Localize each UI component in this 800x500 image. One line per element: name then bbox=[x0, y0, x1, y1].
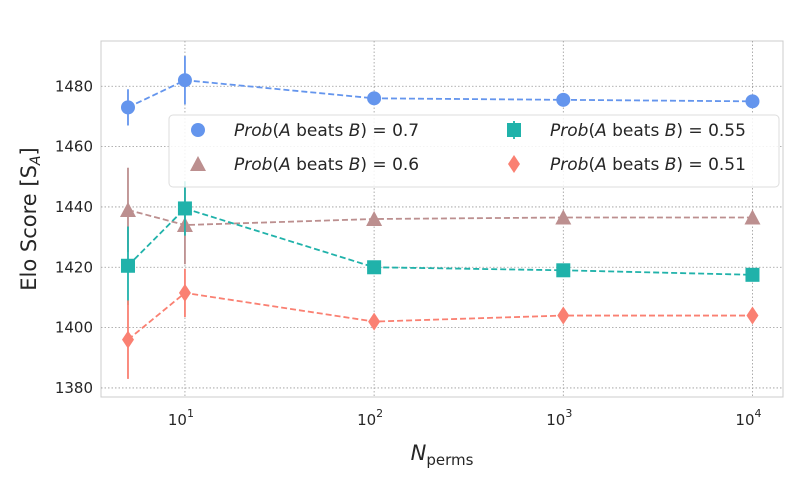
data-point bbox=[121, 330, 134, 349]
legend-entry: Prob(A beats B) = 0.55 bbox=[507, 121, 746, 141]
series-diamond bbox=[121, 268, 759, 379]
data-point bbox=[745, 94, 760, 109]
data-point bbox=[744, 209, 761, 225]
ticks: 101 102 103 104 1380 1400 1420 1440 1460 1480 bbox=[55, 77, 762, 429]
data-point bbox=[177, 73, 192, 88]
y-tick-label: 1380 bbox=[55, 379, 93, 397]
y-axis-label: Elo Score [SA] bbox=[17, 147, 44, 290]
x-tick-label: 101 bbox=[168, 407, 194, 429]
data-point bbox=[746, 306, 759, 325]
data-point bbox=[178, 283, 191, 302]
data-point bbox=[120, 258, 135, 273]
data-point bbox=[556, 263, 571, 278]
data-point bbox=[367, 91, 382, 106]
legend-label: Prob(A beats B) = 0.55 bbox=[550, 121, 746, 141]
data-point bbox=[557, 306, 570, 325]
legend-marker bbox=[191, 123, 205, 137]
data-point bbox=[368, 312, 381, 331]
data-point bbox=[120, 100, 135, 115]
data-point bbox=[177, 201, 192, 216]
legend-label: Prob(A beats B) = 0.51 bbox=[550, 155, 746, 175]
x-tick-label: 104 bbox=[735, 407, 761, 429]
series-square bbox=[120, 181, 760, 305]
legend-entry: Prob(A beats B) = 0.7 bbox=[191, 121, 419, 141]
legend-entry: Prob(A beats B) = 0.51 bbox=[508, 155, 746, 175]
data-point bbox=[119, 201, 136, 217]
x-tick-label: 103 bbox=[546, 407, 572, 429]
data-point bbox=[367, 260, 382, 275]
y-tick-label: 1400 bbox=[55, 319, 93, 337]
y-tick-label: 1440 bbox=[55, 198, 93, 216]
legend-label: Prob(A beats B) = 0.7 bbox=[234, 121, 419, 141]
legend-entry: Prob(A beats B) = 0.6 bbox=[190, 155, 419, 175]
x-tick-label: 102 bbox=[357, 407, 383, 429]
data-point bbox=[555, 209, 572, 225]
data-point bbox=[556, 92, 571, 107]
grid bbox=[101, 41, 783, 397]
legend: Prob(A beats B) = 0.7 Prob(A beats B) = 0… bbox=[168, 114, 780, 188]
data-point bbox=[745, 267, 760, 282]
y-tick-label: 1420 bbox=[55, 258, 93, 276]
legend-marker bbox=[507, 123, 521, 137]
x-axis-label: Nperms bbox=[411, 441, 474, 469]
data-point bbox=[366, 211, 383, 226]
series-line bbox=[127, 207, 753, 276]
legend-frame bbox=[168, 114, 780, 188]
legend-marker bbox=[190, 156, 206, 171]
y-tick-label: 1460 bbox=[55, 138, 93, 156]
series-circle bbox=[120, 56, 760, 126]
y-tick-label: 1480 bbox=[55, 77, 93, 95]
legend-label: Prob(A beats B) = 0.6 bbox=[234, 155, 419, 175]
series-layer bbox=[119, 56, 761, 379]
legend-marker bbox=[508, 155, 520, 173]
